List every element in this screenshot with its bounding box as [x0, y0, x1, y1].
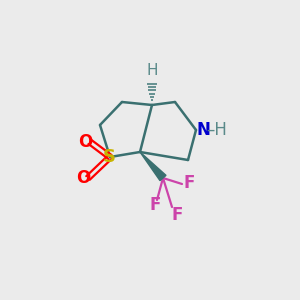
Text: O: O — [76, 169, 90, 187]
Text: S: S — [103, 148, 116, 166]
Text: F: F — [183, 174, 195, 192]
Text: F: F — [149, 196, 161, 214]
Text: H: H — [146, 63, 158, 78]
Text: –H: –H — [206, 121, 227, 139]
Polygon shape — [140, 152, 166, 181]
Text: F: F — [171, 206, 183, 224]
Text: N: N — [197, 121, 211, 139]
Text: O: O — [78, 133, 92, 151]
